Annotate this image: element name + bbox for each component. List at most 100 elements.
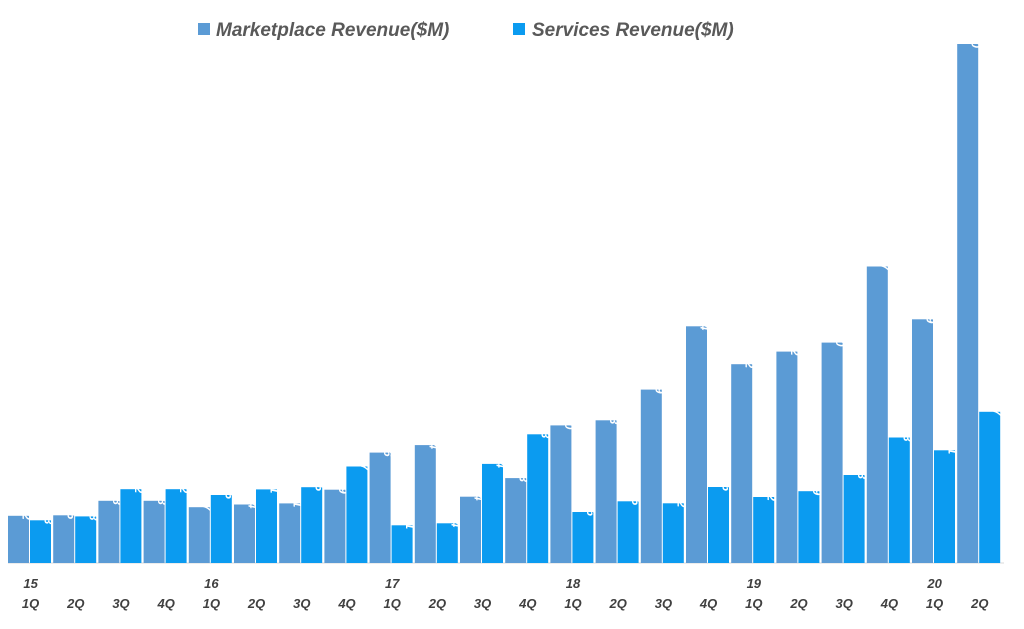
services-bar-1 <box>75 516 97 563</box>
marketplace-value-label-16: 127.2 <box>743 338 757 368</box>
marketplace-value-label-21: 332.0 <box>969 18 983 48</box>
legend-services-swatch <box>513 23 525 35</box>
marketplace-value-label-13: 91.3 <box>607 401 621 425</box>
services-bar-7 <box>346 466 368 563</box>
marketplace-bar-11 <box>505 478 527 563</box>
marketplace-bar-16 <box>731 364 753 563</box>
services-value-label-2: 47.2 <box>132 469 146 494</box>
services-value-label-0: 27.3 <box>42 500 56 525</box>
services-bar-8 <box>391 525 413 563</box>
services-value-label-17: 45.9 <box>810 471 824 496</box>
services-value-label-8: 24.1 <box>403 505 417 530</box>
x-tick-quarter-9: 2Q <box>428 596 446 611</box>
marketplace-value-label-14: 110.9 <box>652 364 666 393</box>
services-bar-16 <box>753 497 775 563</box>
marketplace-value-label-20: 155.9 <box>924 293 938 323</box>
x-tick-quarter-5: 2Q <box>247 596 265 611</box>
marketplace-value-label-9: 75.4 <box>426 426 440 450</box>
marketplace-bar-9 <box>414 445 436 563</box>
marketplace-value-label-18: 141.0 <box>833 317 847 347</box>
marketplace-value-label-8: 70.6 <box>381 433 395 457</box>
services-value-label-19: 80.3 <box>900 418 914 442</box>
services-bar-6 <box>301 487 323 563</box>
marketplace-bar-19 <box>866 266 888 563</box>
services-bar-9 <box>436 523 458 563</box>
x-tick-year-5: 20 <box>926 576 942 591</box>
x-tick-year-3: 18 <box>566 576 581 591</box>
services-value-label-16: 42.2 <box>765 477 779 502</box>
x-tick-quarter-1: 2Q <box>66 596 84 611</box>
services-value-label-7: 61.7 <box>358 447 372 472</box>
x-tick-quarter-16: 1Q <box>745 596 762 611</box>
services-value-label-12: 32.6 <box>584 493 598 517</box>
services-bar-10 <box>482 463 503 563</box>
x-tick-quarter-0: 1Q <box>22 596 39 611</box>
marketplace-value-label-19: 189.7 <box>878 240 892 271</box>
x-tick-quarter-3: 4Q <box>157 596 175 611</box>
services-bar-2 <box>120 489 142 563</box>
legend-marketplace-swatch <box>198 23 210 35</box>
services-value-label-14: 38.2 <box>674 484 688 508</box>
x-tick-quarter-8: 1Q <box>384 596 401 611</box>
x-tick-quarter-14: 3Q <box>655 596 672 611</box>
x-tick-quarter-11: 4Q <box>518 596 536 611</box>
services-bar-0 <box>30 520 51 563</box>
services-bar-13 <box>617 501 639 563</box>
x-tick-quarter-21: 2Q <box>970 596 988 611</box>
marketplace-bar-6 <box>279 503 301 563</box>
x-tick-quarter-18: 3Q <box>836 596 853 611</box>
services-value-label-9: 25.4 <box>448 503 462 528</box>
marketplace-bar-12 <box>550 425 572 563</box>
x-tick-year-4: 19 <box>747 576 762 591</box>
x-tick-quarter-20: 1Q <box>926 596 943 611</box>
services-bar-17 <box>798 491 820 563</box>
legend-services-label: Services Revenue($M) <box>532 20 734 41</box>
services-value-label-5: 47.1 <box>268 469 282 494</box>
marketplace-value-label-17: 135.2 <box>788 326 802 356</box>
x-tick-year-0: 15 <box>23 576 38 591</box>
services-value-label-11: 82.3 <box>539 415 553 439</box>
services-value-label-10: 63.4 <box>494 445 508 469</box>
services-bar-20 <box>934 450 955 563</box>
services-bar-18 <box>843 475 865 563</box>
x-tick-year-2: 17 <box>385 576 400 591</box>
services-bar-14 <box>662 503 684 563</box>
x-ticks-group: 1Q 2Q 3Q 4Q 1Q 2Q 3Q 4Q 1Q 2Q 3Q 4Q 1Q 2Q 3Q 4Q 1Q 2Q 3Q 4Q… <box>22 576 989 611</box>
x-tick-quarter-12: 1Q <box>564 596 581 611</box>
x-tick-quarter-19: 4Q <box>880 596 898 611</box>
services-bar-3 <box>165 489 187 563</box>
services-value-label-18: 56.3 <box>855 456 869 480</box>
marketplace-value-label-15: 151.4 <box>698 300 712 330</box>
x-tick-year-1: 16 <box>204 576 219 591</box>
marketplace-bar-15 <box>686 326 707 563</box>
marketplace-bar-18 <box>821 342 843 563</box>
marketplace-bar-1 <box>53 515 75 563</box>
bars-group: 30.2 27.3 30.5 29.839.8 47.2 39.8 47.235.743.5… <box>8 18 1005 563</box>
services-value-label-4: 43.5 <box>222 475 236 500</box>
x-tick-quarter-13: 2Q <box>609 596 627 611</box>
services-value-label-6: 48.5 <box>313 467 327 492</box>
marketplace-value-label-1: 30.5 <box>65 496 79 520</box>
services-bar-12 <box>572 512 594 563</box>
marketplace-value-label-12: 88.0 <box>562 406 576 430</box>
marketplace-bar-13 <box>595 420 617 563</box>
marketplace-bar-0 <box>8 515 29 563</box>
services-bar-21 <box>979 411 1001 563</box>
marketplace-bar-7 <box>324 489 346 563</box>
services-value-label-3: 47.2 <box>177 469 191 494</box>
x-tick-quarter-17: 2Q <box>789 596 807 611</box>
x-tick-quarter-10: 3Q <box>474 596 491 611</box>
marketplace-bar-17 <box>776 351 798 563</box>
services-bar-4 <box>210 495 232 563</box>
x-tick-quarter-6: 3Q <box>293 596 310 611</box>
services-value-label-15: 48.6 <box>720 467 734 492</box>
services-bar-15 <box>708 487 729 563</box>
marketplace-bar-21 <box>957 44 979 563</box>
legend-marketplace-label: Marketplace Revenue($M) <box>216 20 449 41</box>
marketplace-bar-5 <box>234 504 255 563</box>
x-tick-quarter-15: 4Q <box>699 596 717 611</box>
services-bar-11 <box>527 434 549 563</box>
marketplace-value-label-0: 30.2 <box>20 496 34 520</box>
marketplace-bar-14 <box>640 389 662 563</box>
